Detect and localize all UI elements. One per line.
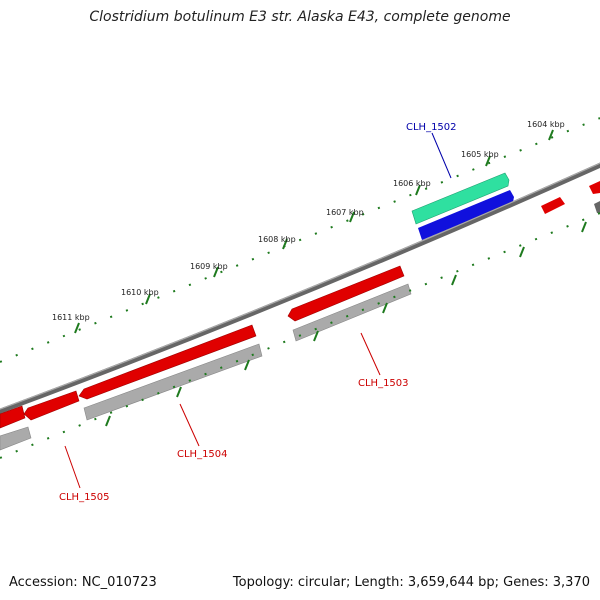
kbp-label-1604: 1604 kbp — [527, 120, 565, 129]
map-title: Clostridium botulinum E3 str. Alaska E43… — [89, 9, 511, 25]
outer-minor-ticks — [0, 117, 600, 363]
leader-clh-1505 — [64, 445, 81, 489]
kbp-label-1605: 1605 kbp — [461, 150, 499, 159]
gene-labels: CLH_1502 CLH_1503 CLH_1504 CLH_1505 — [59, 122, 457, 503]
leader-clh-1504 — [179, 403, 200, 447]
inner-major-tick — [244, 359, 250, 371]
gene-label-clh-1504[interactable]: CLH_1504 — [177, 449, 228, 460]
inner-major-tick — [451, 274, 457, 286]
outer-major-tick — [349, 211, 355, 223]
inner-major-tick — [313, 330, 319, 342]
gene-clh-1502-blue-bar[interactable] — [418, 190, 514, 240]
gene-fragment-grey[interactable] — [594, 201, 600, 213]
gene-fragment-grey-left[interactable] — [0, 426, 32, 451]
genome-summary-text: Topology: circular; Length: 3,659,644 bp… — [232, 575, 590, 590]
backbone-line — [0, 162, 600, 414]
kbp-label-1609: 1609 kbp — [190, 262, 228, 271]
kbp-label-1606: 1606 kbp — [393, 179, 431, 188]
gene-clh-1505-bar[interactable] — [23, 390, 80, 421]
edge-genes — [541, 181, 600, 214]
inner-major-tick — [105, 415, 111, 427]
accession-text: Accession: NC_010723 — [9, 575, 157, 590]
reverse-genes-grey — [0, 283, 412, 451]
outer-major-tick — [74, 322, 80, 334]
gene-fragment-red[interactable] — [541, 197, 565, 214]
genome-backbone — [0, 162, 600, 414]
reverse-genes-red — [0, 265, 405, 429]
outer-major-tick — [282, 238, 288, 250]
inner-major-tick — [581, 221, 587, 233]
kbp-label-1608: 1608 kbp — [258, 235, 296, 244]
backbone-highlight — [0, 162, 600, 410]
gene-clh-1502-bar[interactable] — [411, 172, 510, 225]
gene-fragment-red-left[interactable] — [0, 405, 26, 429]
outer-major-tick — [213, 266, 219, 278]
kbp-label-1611: 1611 kbp — [52, 313, 90, 322]
gene-label-clh-1505[interactable]: CLH_1505 — [59, 492, 110, 503]
gene-label-clh-1503[interactable]: CLH_1503 — [358, 378, 409, 389]
gene-clh-1503-grey-bar[interactable] — [292, 283, 412, 342]
leader-clh-1502 — [431, 132, 452, 179]
kbp-labels: 1604 kbp 1605 kbp 1606 kbp 1607 kbp 1608… — [52, 120, 565, 322]
inner-major-tick — [519, 246, 525, 258]
gene-clh-1504-grey-bar[interactable] — [83, 343, 263, 421]
outer-major-tick — [415, 184, 421, 196]
outer-tick-track — [0, 117, 600, 363]
gene-label-clh-1502[interactable]: CLH_1502 — [406, 122, 457, 133]
kbp-label-1610: 1610 kbp — [121, 288, 159, 297]
gene-clh-1504-bar[interactable] — [78, 324, 257, 400]
outer-major-tick — [548, 129, 554, 141]
gene-fragment-red[interactable] — [589, 181, 600, 194]
inner-major-tick — [176, 386, 182, 398]
gene-clh-1503-bar[interactable] — [287, 265, 405, 322]
inner-minor-ticks — [0, 212, 600, 459]
inner-tick-track — [0, 212, 600, 459]
label-leaders — [64, 132, 452, 489]
outer-major-tick — [485, 155, 491, 167]
inner-major-tick — [382, 302, 388, 314]
forward-genes — [411, 172, 514, 240]
kbp-label-1607: 1607 kbp — [326, 208, 364, 217]
leader-clh-1503 — [360, 332, 381, 376]
outer-major-tick — [145, 293, 151, 305]
